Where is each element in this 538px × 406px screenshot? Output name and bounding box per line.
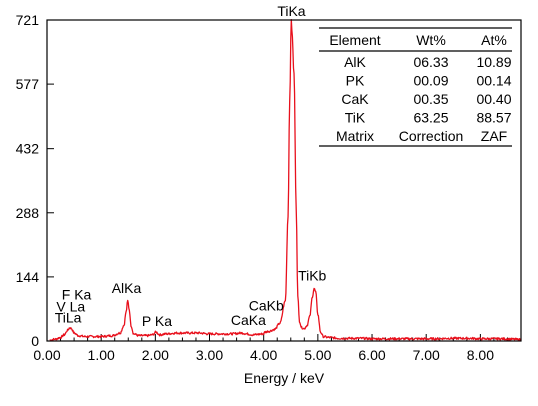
table-cell: 00.40 bbox=[476, 91, 511, 107]
x-tick-label: 4.00 bbox=[250, 347, 277, 363]
peak-label: TiKa bbox=[277, 3, 305, 19]
peak-label: AlKa bbox=[112, 280, 142, 296]
peak-label: CaKa bbox=[231, 312, 266, 328]
x-tick-label: 3.00 bbox=[196, 347, 223, 363]
table-cell: 00.14 bbox=[476, 73, 511, 89]
table-cell: 00.09 bbox=[413, 73, 448, 89]
table-cell: Matrix bbox=[336, 128, 374, 144]
y-tick-label: 288 bbox=[16, 205, 40, 221]
table-cell: AlK bbox=[344, 54, 366, 70]
peak-label: P Ka bbox=[142, 313, 172, 329]
peak-label: TiLa bbox=[55, 310, 82, 326]
table-cell: 10.89 bbox=[476, 54, 511, 70]
table-header-cell: Wt% bbox=[416, 32, 446, 48]
composition-table: Element Wt% At% AlK 06.33 10.89 PK 00.09 00.14 Ca… bbox=[319, 27, 512, 147]
table-cell: Correction bbox=[399, 128, 464, 144]
x-tick-label: 2.00 bbox=[142, 347, 169, 363]
table-cell: ZAF bbox=[481, 128, 507, 144]
x-tick-label: 8.00 bbox=[467, 347, 494, 363]
plot-frame bbox=[46, 19, 522, 342]
series-layer bbox=[49, 19, 522, 342]
x-tick-label: 1.00 bbox=[88, 347, 115, 363]
table-cell: TiK bbox=[345, 110, 366, 126]
peak-label: V La bbox=[56, 299, 85, 315]
x-tick-label: 5.00 bbox=[304, 347, 331, 363]
tick-labels: 0.00 1.00 2.00 3.00 4.00 5.00 6.00 7.00 8.00 0 144… bbox=[16, 12, 495, 363]
x-tick-label: 0.00 bbox=[33, 347, 60, 363]
y-tick-label: 144 bbox=[16, 269, 40, 285]
table-cell: 00.35 bbox=[413, 91, 448, 107]
x-tick-label: 6.00 bbox=[358, 347, 385, 363]
y-tick-label: 432 bbox=[16, 141, 40, 157]
table-header-cell: At% bbox=[481, 32, 507, 48]
table-cell: 88.57 bbox=[476, 110, 511, 126]
y-tick-label: 721 bbox=[16, 12, 40, 28]
y-tick-label: 577 bbox=[16, 76, 40, 92]
y-tick-label: 0 bbox=[31, 333, 39, 349]
peak-label: F Ka bbox=[62, 286, 92, 302]
spectrum-line bbox=[49, 19, 522, 342]
table-cell: 06.33 bbox=[413, 54, 448, 70]
x-tick-label: 7.00 bbox=[413, 347, 440, 363]
peak-label: TiKb bbox=[298, 267, 326, 283]
table-cell: CaK bbox=[341, 91, 369, 107]
x-axis-title: Energy / keV bbox=[244, 370, 325, 386]
table-cell: PK bbox=[346, 73, 365, 89]
table-cell: 63.25 bbox=[413, 110, 448, 126]
peak-label: CaKb bbox=[249, 298, 284, 314]
table-header-cell: Element bbox=[329, 32, 380, 48]
